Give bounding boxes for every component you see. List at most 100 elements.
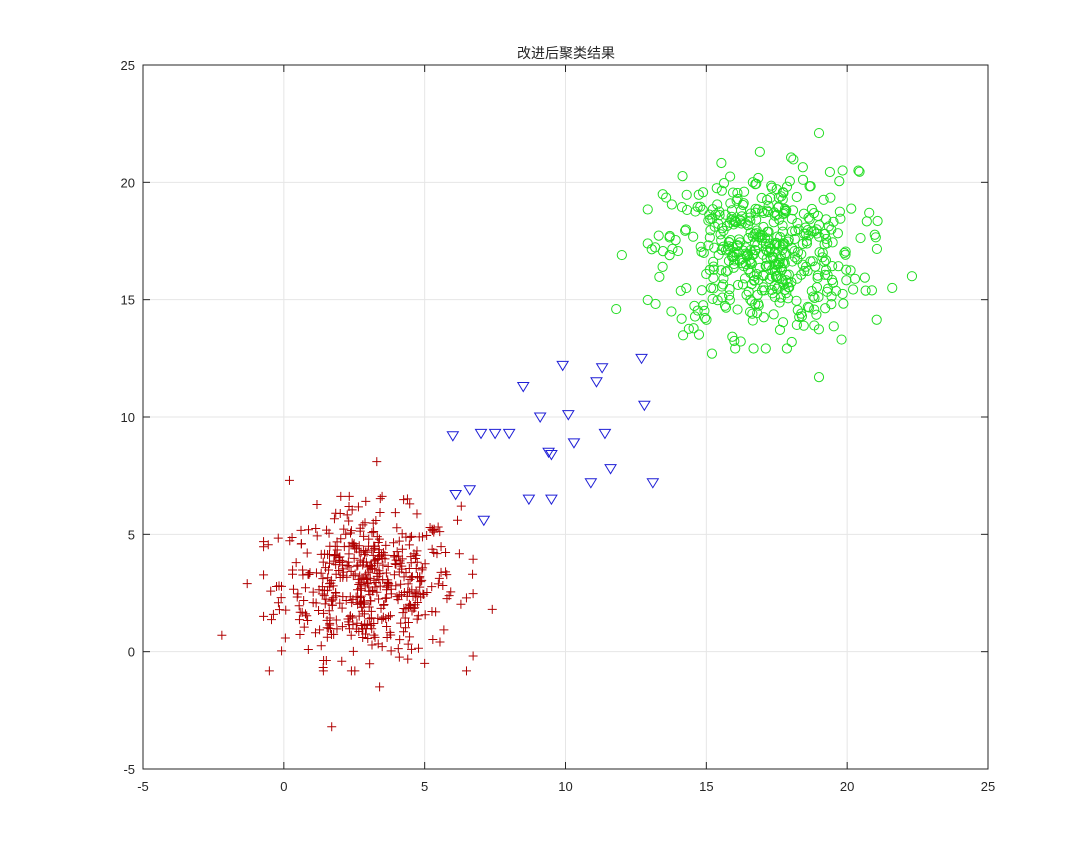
plus-marker — [217, 630, 227, 640]
circle-marker — [747, 308, 758, 319]
circle-marker — [838, 298, 849, 309]
plus-marker — [446, 587, 456, 597]
circle-marker — [801, 236, 812, 247]
circle-marker — [789, 252, 801, 263]
plus-marker — [374, 594, 384, 604]
plus-marker — [288, 584, 298, 594]
plus-marker — [375, 494, 385, 504]
circle-marker — [819, 228, 830, 240]
plus-marker — [399, 495, 409, 505]
circle-marker — [718, 241, 729, 252]
circle-marker — [715, 229, 726, 240]
plus-marker — [394, 652, 404, 662]
circle-marker — [797, 162, 808, 173]
plus-marker — [308, 587, 318, 597]
plus-marker — [293, 589, 303, 599]
plus-marker — [325, 620, 335, 630]
triangle-marker — [584, 478, 598, 489]
circle-marker — [837, 288, 848, 300]
plus-marker — [370, 582, 380, 592]
plus-marker — [396, 618, 406, 628]
circle-marker — [818, 194, 829, 205]
plus-marker — [365, 596, 375, 606]
plus-marker — [266, 615, 276, 625]
circle-marker — [680, 225, 691, 236]
circle-marker — [828, 321, 839, 332]
circle-marker — [719, 300, 731, 311]
circle-marker — [723, 290, 735, 301]
circle-marker — [806, 286, 817, 297]
plus-marker — [392, 523, 402, 533]
plus-marker — [344, 620, 354, 630]
circle-marker — [696, 246, 707, 257]
plus-marker — [298, 565, 308, 575]
data-points — [217, 127, 918, 732]
plus-marker — [397, 544, 407, 554]
circle-marker — [716, 157, 727, 169]
plus-marker — [341, 529, 351, 539]
circle-marker — [805, 256, 816, 267]
circle-marker — [708, 256, 719, 267]
plus-marker — [336, 534, 346, 544]
plus-marker — [399, 627, 409, 637]
circle-marker — [814, 247, 825, 258]
y-tick-label: -5 — [123, 762, 135, 777]
circle-marker — [811, 224, 822, 235]
triangle-marker — [635, 353, 648, 365]
plus-marker — [335, 598, 345, 608]
triangle-marker — [567, 438, 581, 449]
plus-marker — [364, 534, 374, 544]
circle-marker — [706, 348, 718, 359]
plus-marker — [468, 569, 478, 579]
plus-marker — [382, 621, 392, 631]
x-tick-label: 5 — [421, 779, 428, 794]
plus-marker — [358, 633, 368, 643]
plus-marker — [365, 561, 375, 571]
circle-marker — [777, 220, 788, 231]
plus-marker — [404, 540, 414, 550]
triangle-marker — [477, 515, 491, 527]
circle-marker — [811, 282, 823, 293]
circle-marker — [675, 285, 686, 296]
circle-marker — [781, 181, 793, 192]
circle-marker — [677, 171, 688, 182]
triangle-marker — [598, 428, 612, 440]
circle-marker — [728, 219, 739, 230]
circle-marker — [748, 343, 759, 354]
circle-marker — [654, 271, 665, 282]
x-tick-label: 10 — [558, 779, 572, 794]
circle-marker — [796, 249, 807, 260]
plus-marker — [348, 594, 358, 604]
plus-marker — [375, 581, 385, 591]
circle-marker — [716, 281, 727, 292]
circle-marker — [784, 282, 795, 293]
x-tick-label: 25 — [981, 779, 995, 794]
plus-marker — [330, 551, 340, 561]
plus-marker — [353, 502, 363, 512]
circle-marker — [763, 200, 774, 212]
circle-marker — [699, 305, 710, 316]
y-tick-label: 5 — [128, 527, 135, 542]
circle-marker — [734, 255, 745, 266]
circle-marker — [751, 268, 762, 280]
plus-marker — [259, 542, 269, 552]
plus-marker — [303, 645, 313, 655]
plus-marker — [353, 599, 363, 609]
plus-marker — [314, 605, 324, 615]
plus-marker — [436, 567, 446, 577]
plus-marker — [441, 548, 451, 558]
circle-marker — [809, 320, 820, 331]
circle-marker — [855, 232, 866, 244]
circle-marker — [738, 260, 749, 272]
circle-marker — [754, 146, 765, 157]
axis-ticks: -5 0 5 10 15 20 25 -5 0 5 10 15 20 25 — [121, 58, 996, 794]
circle-marker — [707, 293, 718, 305]
plus-marker — [381, 585, 391, 595]
circle-marker — [762, 206, 774, 218]
circle-marker — [681, 282, 692, 294]
circle-marker — [827, 261, 838, 272]
plus-marker — [413, 589, 423, 599]
plus-marker — [348, 613, 358, 623]
circle-marker — [781, 343, 792, 354]
plus-marker — [372, 457, 382, 467]
